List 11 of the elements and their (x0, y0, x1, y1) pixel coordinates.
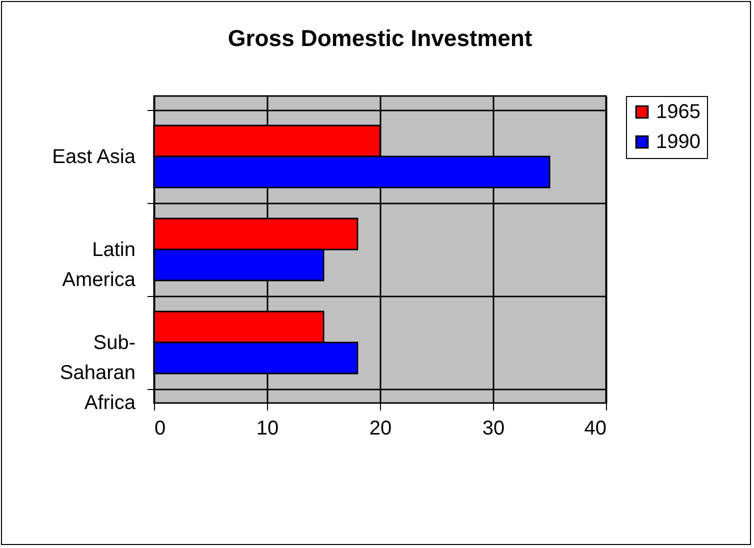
x-tick-label: 40 (584, 418, 606, 440)
legend-label: 1965 (656, 101, 700, 123)
chart-title: Gross Domestic Investment (228, 25, 532, 51)
x-tick-label: 0 (154, 418, 166, 440)
y-tick-label: East Asia (52, 146, 136, 168)
y-tick-label: Latin America (62, 239, 136, 291)
x-tick-label: 20 (369, 418, 392, 440)
x-tick-label: 10 (256, 418, 279, 440)
y-tick-label: Sub-Saharan Africa (60, 332, 136, 414)
x-tick-label: 30 (482, 418, 505, 440)
legend-label: 1990 (656, 131, 700, 153)
